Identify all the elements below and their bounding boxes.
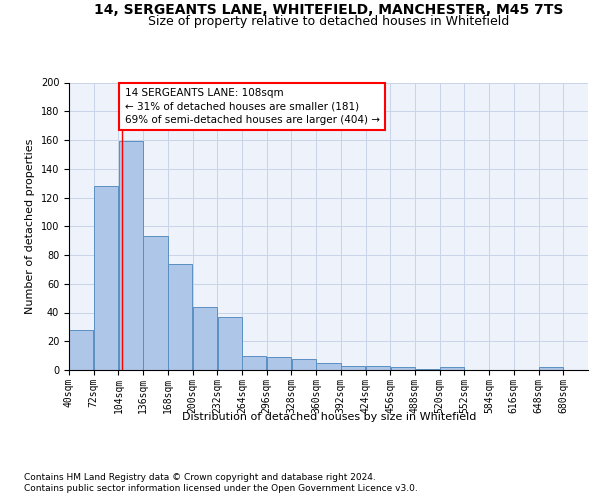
Text: 14 SERGEANTS LANE: 108sqm
← 31% of detached houses are smaller (181)
69% of semi: 14 SERGEANTS LANE: 108sqm ← 31% of detac… <box>125 88 380 124</box>
Bar <box>539 367 563 370</box>
Bar <box>70 330 94 370</box>
Text: Size of property relative to detached houses in Whitefield: Size of property relative to detached ho… <box>148 15 509 28</box>
Text: Distribution of detached houses by size in Whitefield: Distribution of detached houses by size … <box>182 412 476 422</box>
Bar <box>366 366 390 370</box>
Bar <box>218 317 242 370</box>
Bar <box>316 363 341 370</box>
Text: Contains HM Land Registry data © Crown copyright and database right 2024.: Contains HM Land Registry data © Crown c… <box>24 472 376 482</box>
Text: 14, SERGEANTS LANE, WHITEFIELD, MANCHESTER, M45 7TS: 14, SERGEANTS LANE, WHITEFIELD, MANCHEST… <box>94 2 563 16</box>
Bar <box>341 366 365 370</box>
Bar <box>193 306 217 370</box>
Bar <box>94 186 118 370</box>
Bar <box>440 367 464 370</box>
Bar <box>391 367 415 370</box>
Text: Contains public sector information licensed under the Open Government Licence v3: Contains public sector information licen… <box>24 484 418 493</box>
Bar <box>267 357 291 370</box>
Bar <box>119 142 143 370</box>
Bar <box>292 358 316 370</box>
Y-axis label: Number of detached properties: Number of detached properties <box>25 138 35 314</box>
Bar <box>143 236 167 370</box>
Bar <box>168 264 192 370</box>
Bar <box>242 356 266 370</box>
Bar <box>415 368 439 370</box>
